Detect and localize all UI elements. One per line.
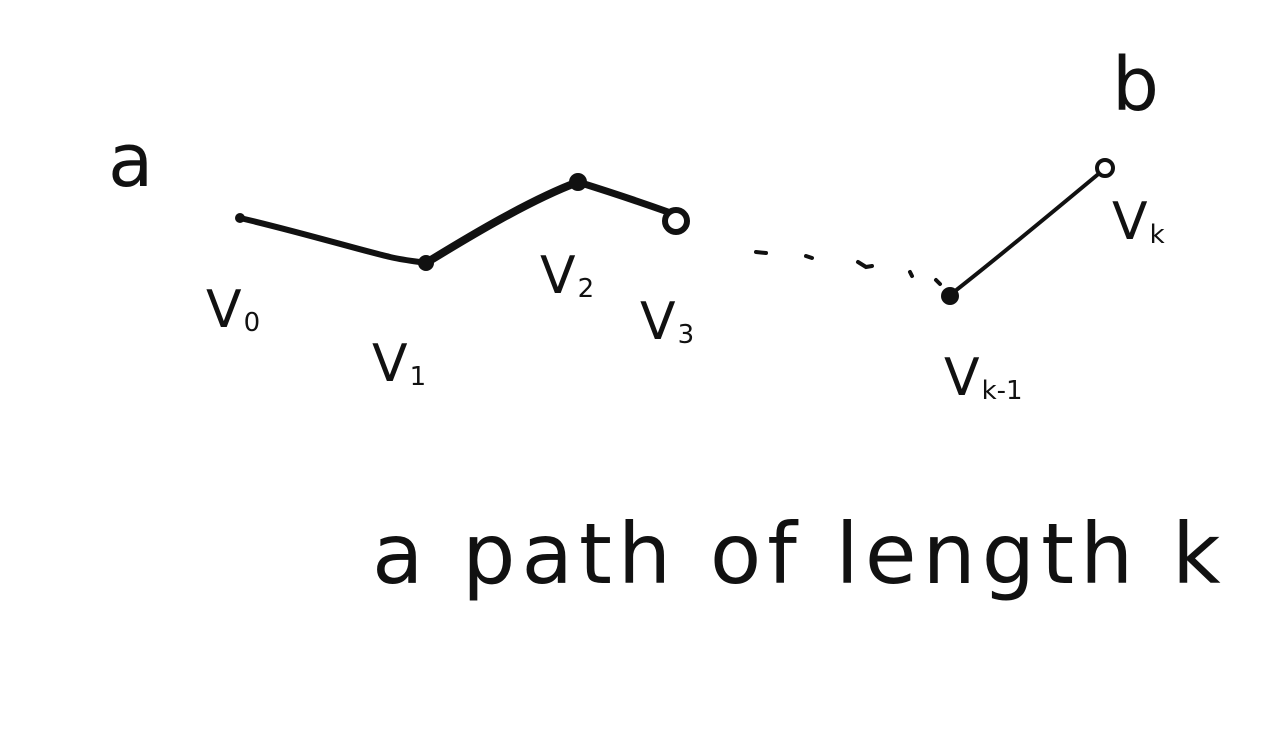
vertex-label-sub: k-1	[981, 375, 1023, 406]
vertex-label-v2: V2	[540, 250, 594, 302]
vertex-label-sub: 2	[577, 273, 595, 304]
vertex-label-v1: V1	[372, 338, 426, 390]
vertex-label-v0: V0	[206, 284, 260, 336]
vertex-label-vk-1: Vk-1	[944, 352, 1023, 404]
vertex-vk	[1095, 158, 1115, 178]
edge-v2-v3	[574, 178, 672, 216]
vertex-label-sub: 3	[677, 319, 695, 350]
vertex-label-v3: V3	[640, 296, 694, 348]
vertex-label-sub: 1	[409, 361, 427, 392]
edge-v1-v2	[422, 178, 582, 267]
vertex-label-sub: 0	[243, 307, 261, 338]
vertex-label-sub: k	[1149, 219, 1165, 250]
vertex-label-vk: Vk	[1112, 196, 1165, 248]
vertex-v2	[569, 173, 587, 191]
endpoint-label-a: a	[108, 118, 154, 204]
vertex-v0	[235, 213, 245, 223]
vertex-v1	[418, 255, 434, 271]
vertex-label-main: V	[206, 280, 242, 340]
dotted-continuation	[754, 250, 942, 286]
vertex-label-main: V	[1112, 192, 1148, 252]
edge-vk1-vk	[948, 164, 1110, 297]
vertex-label-main: V	[640, 292, 676, 352]
edge-v0-v1	[237, 215, 429, 266]
vertex-label-main: V	[944, 348, 980, 408]
vertex-label-main: V	[372, 334, 408, 394]
vertex-vk-1	[941, 287, 959, 305]
diagram-caption: a path of length k	[372, 505, 1227, 603]
vertex-label-main: V	[540, 246, 576, 306]
vertex-v3	[662, 207, 690, 235]
endpoint-label-b: b	[1112, 42, 1159, 128]
